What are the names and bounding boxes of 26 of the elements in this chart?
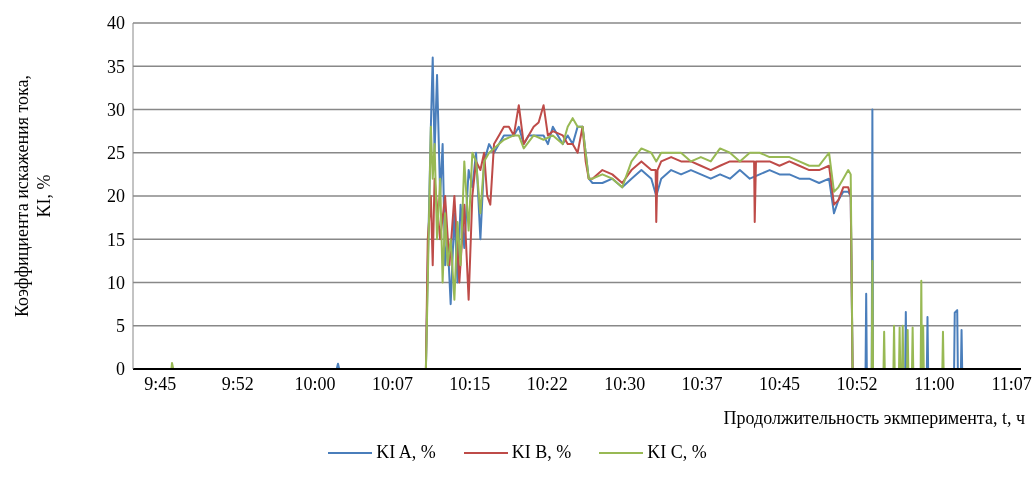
legend-label: KI A, % [376,442,436,463]
x-tick-label: 10:37 [681,373,723,394]
x-tick-label: 11:00 [914,373,955,394]
y-tick-label: 5 [116,316,125,337]
x-tick-label: 11:07 [991,373,1032,394]
x-tick-label: 10:00 [294,373,336,394]
y-axis-title: Коэффициента искажения тока, KI, % [11,73,55,320]
x-tick-label: 10:15 [449,373,491,394]
y-tick-label: 15 [107,229,125,250]
x-tick-label: 10:52 [836,373,878,394]
y-tick-label: 30 [107,99,125,120]
x-tick-label: 10:30 [604,373,646,394]
x-tick-label: 9:45 [144,373,177,394]
x-tick-label: 10:07 [371,373,413,394]
y-tick-label: 20 [107,186,125,207]
x-tick-label: 9:52 [221,373,254,394]
x-tick-label: 10:45 [758,373,800,394]
legend-label: KI B, % [511,442,572,463]
y-tick-label: 10 [107,272,125,293]
y-tick-label: 0 [116,359,125,380]
x-axis-title: Продолжительность экмперимента, t, ч [723,408,1025,429]
y-tick-label: 35 [107,56,125,77]
legend-label: KI C, % [647,442,707,463]
y-tick-label: 40 [107,13,125,34]
y-tick-label: 25 [107,143,125,164]
x-tick-label: 10:22 [526,373,568,394]
